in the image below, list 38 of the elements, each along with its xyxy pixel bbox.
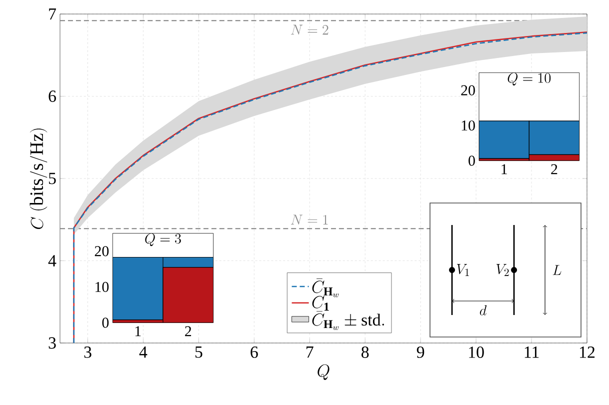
x-tick-label: 6	[250, 346, 258, 358]
x-tick-label: 12	[580, 346, 595, 358]
y-tick-label: 7	[49, 8, 56, 20]
legend-label: $\bar{C}_{\mathbf{H}_w}\pm\mathrm{std.}$	[312, 311, 384, 330]
x-tick-label: 4	[139, 346, 148, 358]
annotation: $d$	[480, 305, 487, 316]
y-tick-label: 3	[48, 337, 56, 349]
x-tick-label: 9	[416, 346, 424, 358]
x-tick-label: 2	[551, 164, 558, 174]
y-tick-label: 20	[94, 246, 109, 256]
y-tick-label: 6	[48, 90, 56, 102]
x-tick-label: 7	[306, 346, 314, 358]
legend-label: $C_{\mathbf{1}}$	[312, 296, 329, 311]
x-tick-label: 1	[135, 326, 141, 336]
x-tick-label: 8	[362, 346, 369, 358]
y-tick-label: 10	[96, 282, 109, 292]
y-tick-label: 4	[48, 255, 56, 266]
x-tick-label: 1	[502, 164, 507, 174]
y-tick-label: 10	[462, 120, 475, 131]
chart-title: $Q = 3$	[145, 233, 181, 246]
annotation: $L$	[552, 265, 562, 275]
y-tick-label: 5	[48, 172, 56, 184]
y-tick-label: 0	[102, 318, 109, 328]
annotation: $N = 1$	[290, 214, 328, 224]
y-tick-label: 0	[468, 156, 475, 166]
chart-title: $Q = 10$	[508, 72, 551, 86]
annotation: $V_1$	[456, 264, 469, 276]
x-tick-label: 5	[195, 346, 202, 358]
y-tick-label: 20	[461, 85, 475, 96]
annotation: $V_2$	[496, 264, 509, 276]
x-tick-label: 11	[524, 346, 539, 358]
y-axis-title: $C\ (\mathrm{bits/s/Hz})$	[30, 128, 48, 230]
legend-label: $\bar{C}_{\mathbf{H}_w}$	[312, 278, 339, 298]
x-tick-label: 2	[185, 326, 192, 336]
x-tick-label: 3	[84, 346, 92, 358]
x-tick-label: 10	[469, 346, 484, 358]
x-axis-title: $Q$	[318, 364, 330, 380]
annotation: $N = 2$	[290, 24, 328, 35]
